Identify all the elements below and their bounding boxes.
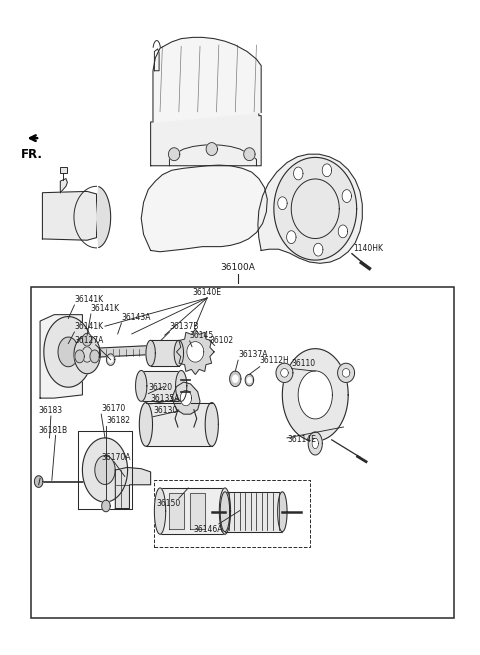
Polygon shape — [274, 157, 357, 260]
Text: 36120: 36120 — [148, 383, 172, 392]
Text: 36150: 36150 — [156, 499, 180, 508]
Text: 36182: 36182 — [106, 416, 130, 425]
Polygon shape — [281, 369, 288, 377]
Text: 36130: 36130 — [153, 407, 177, 415]
Polygon shape — [141, 165, 267, 252]
Polygon shape — [176, 371, 187, 402]
Polygon shape — [177, 329, 214, 375]
Polygon shape — [282, 348, 348, 441]
Text: 36127A: 36127A — [74, 336, 104, 345]
Text: 36183: 36183 — [39, 407, 63, 415]
Polygon shape — [219, 488, 230, 534]
Polygon shape — [160, 488, 225, 534]
Polygon shape — [229, 371, 241, 386]
Polygon shape — [96, 187, 110, 248]
Polygon shape — [74, 335, 100, 374]
Text: 36137B: 36137B — [169, 322, 199, 331]
Polygon shape — [40, 314, 83, 398]
Polygon shape — [109, 357, 112, 362]
Polygon shape — [248, 377, 252, 383]
Polygon shape — [115, 468, 151, 508]
Polygon shape — [220, 492, 229, 532]
Polygon shape — [135, 371, 147, 402]
Text: FR.: FR. — [21, 148, 43, 160]
Polygon shape — [151, 341, 179, 366]
Polygon shape — [83, 438, 128, 502]
Text: 1140HK: 1140HK — [353, 244, 383, 253]
Polygon shape — [58, 337, 79, 367]
Polygon shape — [190, 493, 205, 529]
Polygon shape — [342, 369, 350, 377]
Text: 36102: 36102 — [209, 337, 234, 345]
Text: 36141K: 36141K — [74, 295, 104, 304]
Polygon shape — [155, 488, 166, 534]
Text: 36140E: 36140E — [192, 288, 222, 297]
Text: 36135A: 36135A — [151, 394, 180, 403]
Bar — [60, 167, 67, 174]
Polygon shape — [172, 382, 200, 414]
Polygon shape — [90, 350, 99, 363]
Polygon shape — [44, 316, 93, 387]
Polygon shape — [187, 342, 204, 362]
Polygon shape — [139, 403, 153, 446]
Polygon shape — [42, 191, 96, 240]
Polygon shape — [308, 432, 323, 455]
Polygon shape — [107, 354, 115, 365]
Polygon shape — [287, 231, 296, 244]
Text: 36137A: 36137A — [238, 350, 268, 359]
Polygon shape — [151, 113, 261, 166]
Polygon shape — [168, 148, 180, 160]
Polygon shape — [277, 492, 287, 532]
Polygon shape — [206, 143, 217, 155]
Polygon shape — [146, 341, 156, 366]
Polygon shape — [322, 164, 332, 177]
Polygon shape — [258, 154, 362, 263]
Text: 36114E: 36114E — [287, 435, 316, 443]
Polygon shape — [312, 438, 318, 449]
Text: 36181B: 36181B — [39, 426, 68, 435]
Polygon shape — [294, 167, 303, 180]
Polygon shape — [342, 190, 351, 202]
Polygon shape — [35, 476, 43, 487]
Text: 36170A: 36170A — [101, 453, 131, 462]
Polygon shape — [338, 225, 348, 238]
Text: 36110: 36110 — [292, 359, 316, 368]
Text: 36146A: 36146A — [193, 525, 223, 534]
Polygon shape — [141, 371, 181, 402]
Text: 36143A: 36143A — [121, 312, 151, 322]
Text: 36145: 36145 — [190, 331, 214, 340]
Polygon shape — [233, 375, 238, 383]
Polygon shape — [60, 179, 67, 193]
Polygon shape — [225, 492, 282, 532]
Polygon shape — [102, 500, 110, 512]
Polygon shape — [83, 333, 92, 346]
Text: 36141K: 36141K — [91, 304, 120, 312]
Polygon shape — [99, 345, 153, 357]
Polygon shape — [205, 403, 218, 446]
Text: 36100A: 36100A — [220, 263, 255, 272]
Polygon shape — [245, 375, 253, 386]
Polygon shape — [95, 456, 115, 485]
Polygon shape — [146, 403, 212, 446]
Polygon shape — [337, 364, 355, 383]
Polygon shape — [244, 148, 255, 160]
Polygon shape — [75, 350, 84, 363]
Polygon shape — [278, 196, 287, 210]
Text: 36141K: 36141K — [74, 322, 104, 331]
Bar — [31, 287, 454, 618]
Polygon shape — [153, 37, 261, 122]
Polygon shape — [298, 371, 332, 419]
Polygon shape — [169, 493, 184, 529]
Polygon shape — [180, 390, 192, 406]
Polygon shape — [174, 341, 183, 366]
Text: 36170: 36170 — [101, 404, 125, 413]
Polygon shape — [313, 243, 323, 256]
Polygon shape — [276, 364, 293, 383]
Text: 36112H: 36112H — [260, 356, 289, 365]
